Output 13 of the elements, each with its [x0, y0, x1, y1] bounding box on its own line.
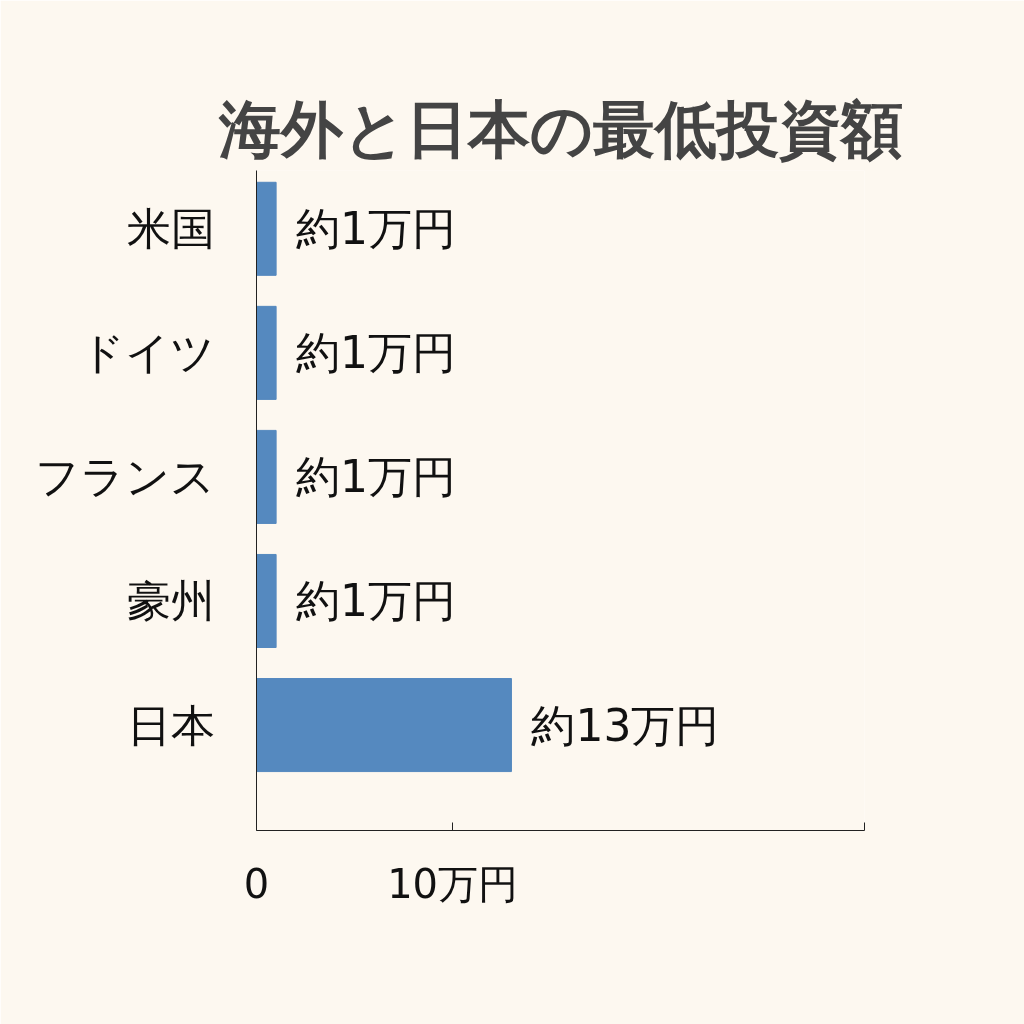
data-label: 約1万円 — [296, 327, 457, 379]
data-label: 約1万円 — [296, 575, 457, 627]
y-tick-label: フランス — [34, 451, 215, 503]
data-label: 約1万円 — [296, 203, 457, 255]
y-tick-label: 豪州 — [126, 575, 215, 627]
y-tick-label: 米国 — [126, 203, 215, 255]
data-label: 約13万円 — [531, 699, 720, 751]
x-tick-label: 0 — [243, 860, 270, 907]
y-tick-label: 日本 — [126, 699, 215, 751]
data-label: 約1万円 — [296, 451, 457, 503]
y-tick-label: ドイツ — [79, 327, 215, 379]
x-tick-label: 10万円 — [387, 860, 519, 907]
chart-title: 海外と日本の最低投資額 — [217, 92, 903, 166]
